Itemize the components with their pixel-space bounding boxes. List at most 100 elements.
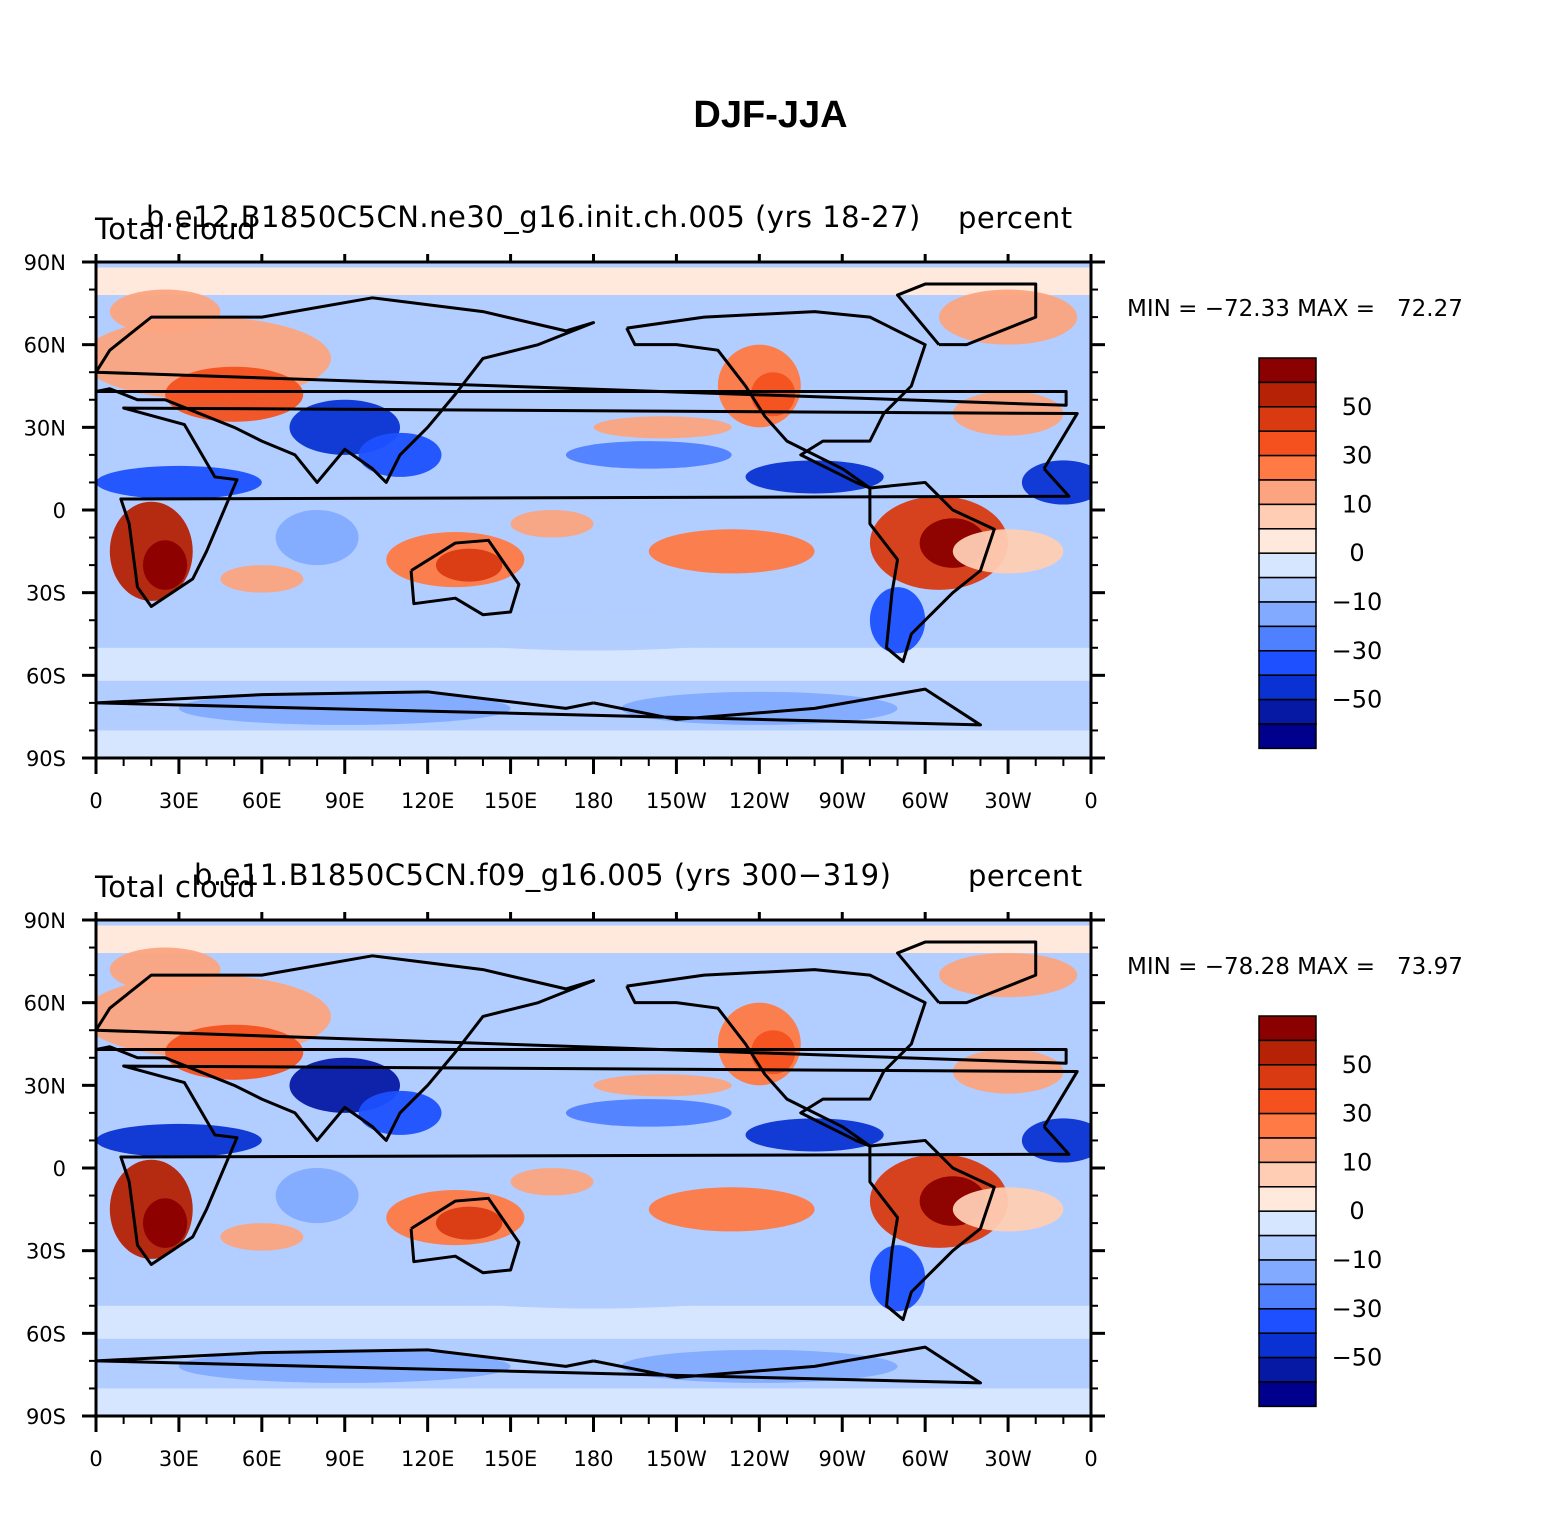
coastline <box>625 310 927 490</box>
map-panel-bottom: b.e11.B1850C5CN.f09_g16.005 (yrs 300−319… <box>0 658 1541 1471</box>
coastline <box>868 1138 996 1322</box>
anomaly-contour <box>745 460 884 494</box>
anomaly-contour <box>593 1074 732 1097</box>
anomaly-contour <box>275 1168 359 1224</box>
anomaly-contour <box>220 565 304 593</box>
lon-tick-label: 120W <box>729 1447 790 1471</box>
lat-tick-label: 90N <box>24 909 66 933</box>
colorbar-swatch <box>1258 406 1317 432</box>
coastline <box>409 538 521 617</box>
colorbar-label: 30 <box>1342 1100 1373 1128</box>
lat-tick-label: 60S <box>26 664 66 688</box>
anomaly-contour <box>142 540 188 590</box>
anomaly-contour <box>510 510 594 538</box>
anomaly-contour <box>565 1099 732 1127</box>
colorbar-swatch <box>1258 1381 1317 1408</box>
lon-tick-label: 30E <box>159 1447 199 1471</box>
anomaly-contour <box>275 510 359 566</box>
anomaly-contour <box>109 289 221 334</box>
anomaly-contour <box>648 1187 815 1232</box>
coastline <box>896 282 1038 347</box>
lon-tick-label: 0 <box>1084 1447 1097 1471</box>
anomaly-contour <box>952 529 1064 574</box>
coastlines <box>96 282 1079 727</box>
lat-tick-label: 0 <box>53 1157 66 1181</box>
lat-tick-label: 30S <box>26 1240 66 1264</box>
min-max-stats: MIN = −72.33 MAX = 72.27 <box>1127 296 1463 322</box>
lon-tick-label: 90W <box>819 1447 867 1471</box>
anomaly-contour <box>938 289 1078 345</box>
lon-tick-label: 150W <box>646 789 707 813</box>
anomaly-contour <box>869 1245 926 1312</box>
lat-tick-label: 30S <box>26 582 66 606</box>
lon-tick-label: 30E <box>159 789 199 813</box>
lon-tick-label: 150E <box>484 1447 537 1471</box>
lon-tick-label: 60E <box>242 1447 282 1471</box>
colorbar-swatch <box>1258 528 1317 554</box>
lon-tick-label: 90W <box>819 789 867 813</box>
lon-tick-label: 120E <box>401 789 454 813</box>
lon-tick-label: 90E <box>325 789 365 813</box>
colorbar-swatch <box>1258 601 1317 628</box>
coastline <box>409 1196 521 1275</box>
panel-center-label: b.e12.B1850C5CN.ne30_g16.init.ch.005 (yr… <box>146 200 921 234</box>
colorbar-swatch <box>1258 1308 1317 1334</box>
colorbar-swatch <box>1258 1112 1317 1139</box>
anomaly-contour <box>435 1206 503 1240</box>
coastline <box>625 968 927 1148</box>
lon-tick-label: 90E <box>325 1447 365 1471</box>
colorbar-label: −50 <box>1332 686 1383 714</box>
colorbar-label: −50 <box>1332 1344 1383 1372</box>
lat-tick-label: 90N <box>24 251 66 275</box>
colorbar-label: 50 <box>1342 1051 1373 1079</box>
colorbar-swatch <box>1258 698 1317 725</box>
panel-right-label: percent <box>968 859 1083 893</box>
colorbar-swatch <box>1258 503 1317 530</box>
anomaly-contour <box>938 953 1078 998</box>
colorbar-swatch <box>1258 1332 1317 1359</box>
anomaly-contour <box>869 587 926 654</box>
anomaly-contour <box>482 1035 649 1080</box>
panel-left-label: Total cloud <box>95 870 256 904</box>
min-max-stats: MIN = −78.28 MAX = 73.97 <box>1127 954 1463 980</box>
lon-tick-label: 0 <box>1084 789 1097 813</box>
lat-tick-label: 60N <box>24 334 66 358</box>
anomaly-contour <box>142 1198 188 1248</box>
lat-tick-label: 90S <box>26 1405 66 1429</box>
coastline <box>96 954 1068 1142</box>
colorbar-swatch <box>1258 674 1317 701</box>
lat-tick-label: 30N <box>24 1074 66 1098</box>
arctic-band <box>96 925 1091 954</box>
lon-tick-label: 60W <box>901 1447 949 1471</box>
anomaly-contour <box>220 1223 304 1251</box>
lon-tick-label: 30W <box>984 1447 1032 1471</box>
colorbar-swatch <box>1258 430 1317 457</box>
lat-tick-label: 0 <box>53 499 66 523</box>
colorbar-swatch <box>1258 552 1317 579</box>
anomaly-contour <box>745 1118 884 1152</box>
southern-ocean-band <box>96 1305 1091 1339</box>
colorbar-label: −10 <box>1332 1246 1383 1274</box>
panel-center-label: b.e11.B1850C5CN.f09_g16.005 (yrs 300−319… <box>194 858 892 892</box>
colorbar-label: −10 <box>1332 588 1383 616</box>
anomaly-contour <box>952 1187 1064 1232</box>
colorbar-swatch <box>1258 454 1317 481</box>
anomaly-contour <box>109 947 221 992</box>
colorbar-swatch <box>1258 1088 1317 1115</box>
colorbar-swatch <box>1258 1161 1317 1188</box>
lon-tick-label: 150W <box>646 1447 707 1471</box>
lon-tick-label: 0 <box>89 1447 102 1471</box>
map-axes: 90N 60N 30N 0 30S 60S 90S 0 30E 60E 90E 120E 150E 180… <box>24 909 1383 1471</box>
lon-tick-label: 180 <box>573 789 613 813</box>
lon-tick-label: 60W <box>901 789 949 813</box>
colorbar-swatch <box>1258 1259 1317 1286</box>
anomaly-contour <box>427 617 760 651</box>
map-axes: 90N 60N 30N 0 30S 60S 90S 0 30E 60E 90E 120E 150E 180… <box>24 251 1383 813</box>
panel-left-label: Total cloud <box>95 212 256 246</box>
figure-title: DJF-JJA <box>693 94 848 136</box>
colorbar-label: 0 <box>1349 1197 1364 1225</box>
lat-tick-label: 90S <box>26 747 66 771</box>
colorbar-swatch <box>1258 625 1317 652</box>
colorbar-swatch <box>1258 1186 1317 1212</box>
antarctic-band <box>96 1388 1091 1416</box>
